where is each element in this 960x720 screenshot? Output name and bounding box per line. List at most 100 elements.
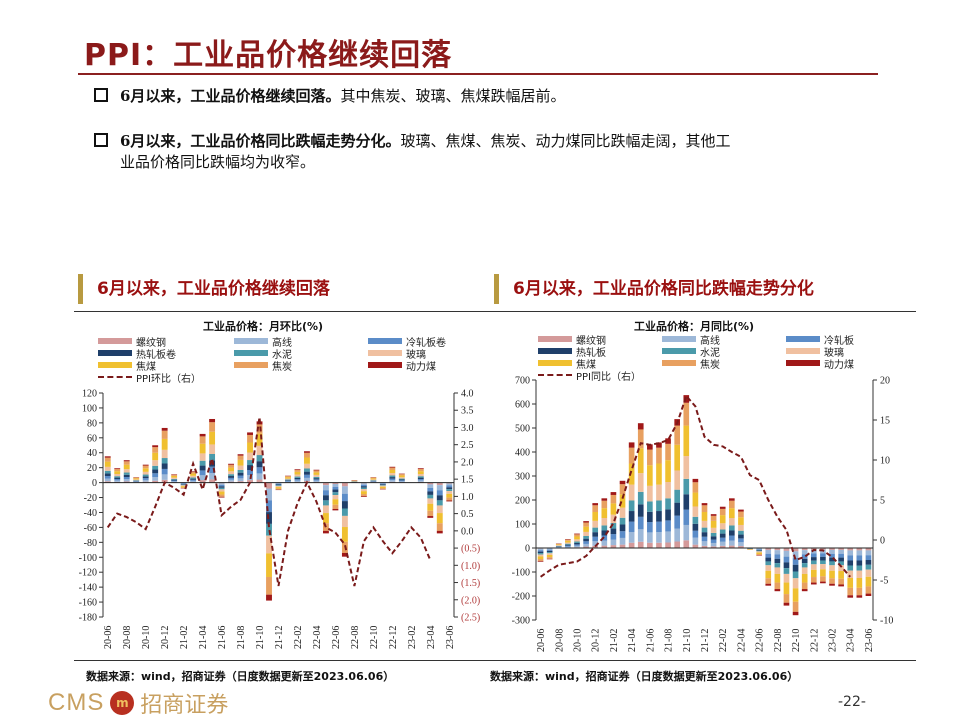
x-tick-label: 22-08 bbox=[350, 626, 361, 649]
bar-segment bbox=[218, 484, 225, 487]
bar-segment bbox=[228, 467, 235, 472]
bar-segment bbox=[546, 550, 553, 553]
bar-segment bbox=[601, 540, 608, 546]
bar-segment bbox=[398, 479, 405, 481]
bar-segment bbox=[756, 552, 762, 554]
chart-right-title: 工业品价格：月同比(%) bbox=[634, 320, 755, 333]
bar-segment bbox=[360, 491, 367, 495]
bar-segment bbox=[783, 602, 790, 606]
bar-segment bbox=[801, 554, 808, 559]
bar-segment bbox=[783, 568, 790, 574]
bar-segment bbox=[829, 561, 835, 566]
bar-segment bbox=[619, 544, 626, 548]
bar-segment bbox=[218, 489, 225, 492]
y-right-tick-label: 1.0 bbox=[461, 492, 474, 503]
bar-segment bbox=[123, 464, 130, 470]
y-right-tick-label: 4.0 bbox=[461, 389, 474, 400]
bar-segment bbox=[417, 469, 424, 472]
bar-segment bbox=[610, 492, 617, 495]
x-tick-label: 20-08 bbox=[554, 629, 565, 652]
x-tick-label: 22-04 bbox=[312, 626, 323, 649]
bar-segment bbox=[574, 533, 580, 535]
bar-segment bbox=[683, 478, 690, 495]
bar-segment bbox=[719, 506, 726, 509]
bar-segment bbox=[332, 489, 339, 493]
legend-label: 动力煤 bbox=[824, 359, 854, 371]
legend-swatch bbox=[98, 338, 132, 344]
bar-segment bbox=[765, 570, 772, 579]
legend-label: 水泥 bbox=[700, 347, 720, 359]
bar-segment bbox=[180, 483, 187, 485]
bar-segment bbox=[738, 511, 744, 518]
bar-segment bbox=[683, 509, 690, 525]
y-left-tick-label: 0 bbox=[525, 544, 530, 555]
legend-label: PPI同比（右） bbox=[576, 371, 642, 383]
bar-segment bbox=[209, 454, 216, 461]
y-right-tick-label: 2.0 bbox=[461, 457, 474, 468]
bar-segment bbox=[332, 492, 339, 496]
bar-segment bbox=[674, 444, 680, 471]
bar-segment bbox=[341, 508, 348, 516]
legend-label: 冷轧板 bbox=[824, 335, 854, 347]
bar-segment bbox=[783, 562, 790, 569]
bar-segment bbox=[656, 521, 662, 533]
bar-segment bbox=[647, 511, 653, 523]
bar-segment bbox=[427, 491, 434, 495]
bar-segment bbox=[104, 456, 111, 458]
bar-segment bbox=[256, 479, 263, 483]
x-tick-label: 20-08 bbox=[122, 626, 133, 649]
legend-dash bbox=[98, 376, 132, 378]
bar-segment bbox=[190, 471, 197, 474]
bar-segment bbox=[546, 552, 553, 554]
bar-segment bbox=[665, 438, 671, 444]
bar-segment bbox=[180, 486, 187, 488]
bar-segment bbox=[370, 478, 377, 480]
bar-segment bbox=[701, 545, 708, 548]
legend-swatch bbox=[662, 348, 696, 354]
bar-segment bbox=[341, 515, 348, 528]
bar-segment bbox=[865, 555, 872, 560]
bar-segment bbox=[446, 500, 453, 502]
bar-segment bbox=[647, 522, 653, 533]
bar-segment bbox=[313, 474, 320, 477]
page-number: -22- bbox=[838, 694, 866, 710]
bar-segment bbox=[322, 482, 329, 486]
bar-segment bbox=[592, 505, 599, 512]
bar-segment bbox=[847, 565, 854, 571]
bar-segment bbox=[152, 480, 159, 483]
bar-segment bbox=[266, 488, 272, 501]
bar-segment bbox=[123, 479, 130, 482]
bar-segment bbox=[829, 583, 835, 586]
bar-segment bbox=[565, 544, 571, 546]
bar-segment bbox=[774, 550, 781, 555]
bar-segment bbox=[370, 477, 377, 479]
bar-segment bbox=[237, 469, 244, 473]
bar-segment bbox=[389, 466, 396, 468]
bar-segment bbox=[765, 578, 772, 584]
y-right-tick-label: 15 bbox=[880, 416, 890, 427]
bar-segment bbox=[647, 542, 653, 548]
bar-segment bbox=[142, 474, 149, 477]
bar-segment bbox=[209, 444, 216, 455]
bar-segment bbox=[114, 469, 121, 472]
bar-segment bbox=[701, 527, 708, 533]
bar-segment bbox=[370, 479, 377, 481]
bar-segment bbox=[417, 480, 424, 482]
bar-segment bbox=[683, 524, 690, 541]
bar-segment bbox=[436, 485, 443, 491]
bar-segment bbox=[199, 465, 206, 471]
bullet-2-continuation: 业品价格同比跌幅均为收窄。 bbox=[120, 153, 316, 171]
legend-item: 高线 bbox=[662, 333, 786, 347]
legend-label: 玻璃 bbox=[406, 349, 426, 361]
legend-swatch bbox=[368, 362, 402, 368]
bullet-2: 6月以来，工业品价格同比跌幅走势分化。玻璃、焦煤、焦炭、动力煤同比跌幅走阔，其他… bbox=[94, 131, 884, 173]
bar-segment bbox=[152, 465, 159, 470]
bar-segment bbox=[619, 517, 626, 525]
bar-segment bbox=[628, 542, 635, 548]
y-right-tick-label: (2.0) bbox=[461, 595, 480, 606]
bar-segment bbox=[199, 460, 206, 466]
bar-segment bbox=[546, 548, 553, 550]
bar-segment bbox=[838, 557, 844, 562]
legend-label: PPI环比（右） bbox=[136, 373, 202, 385]
bar-segment bbox=[729, 535, 735, 541]
